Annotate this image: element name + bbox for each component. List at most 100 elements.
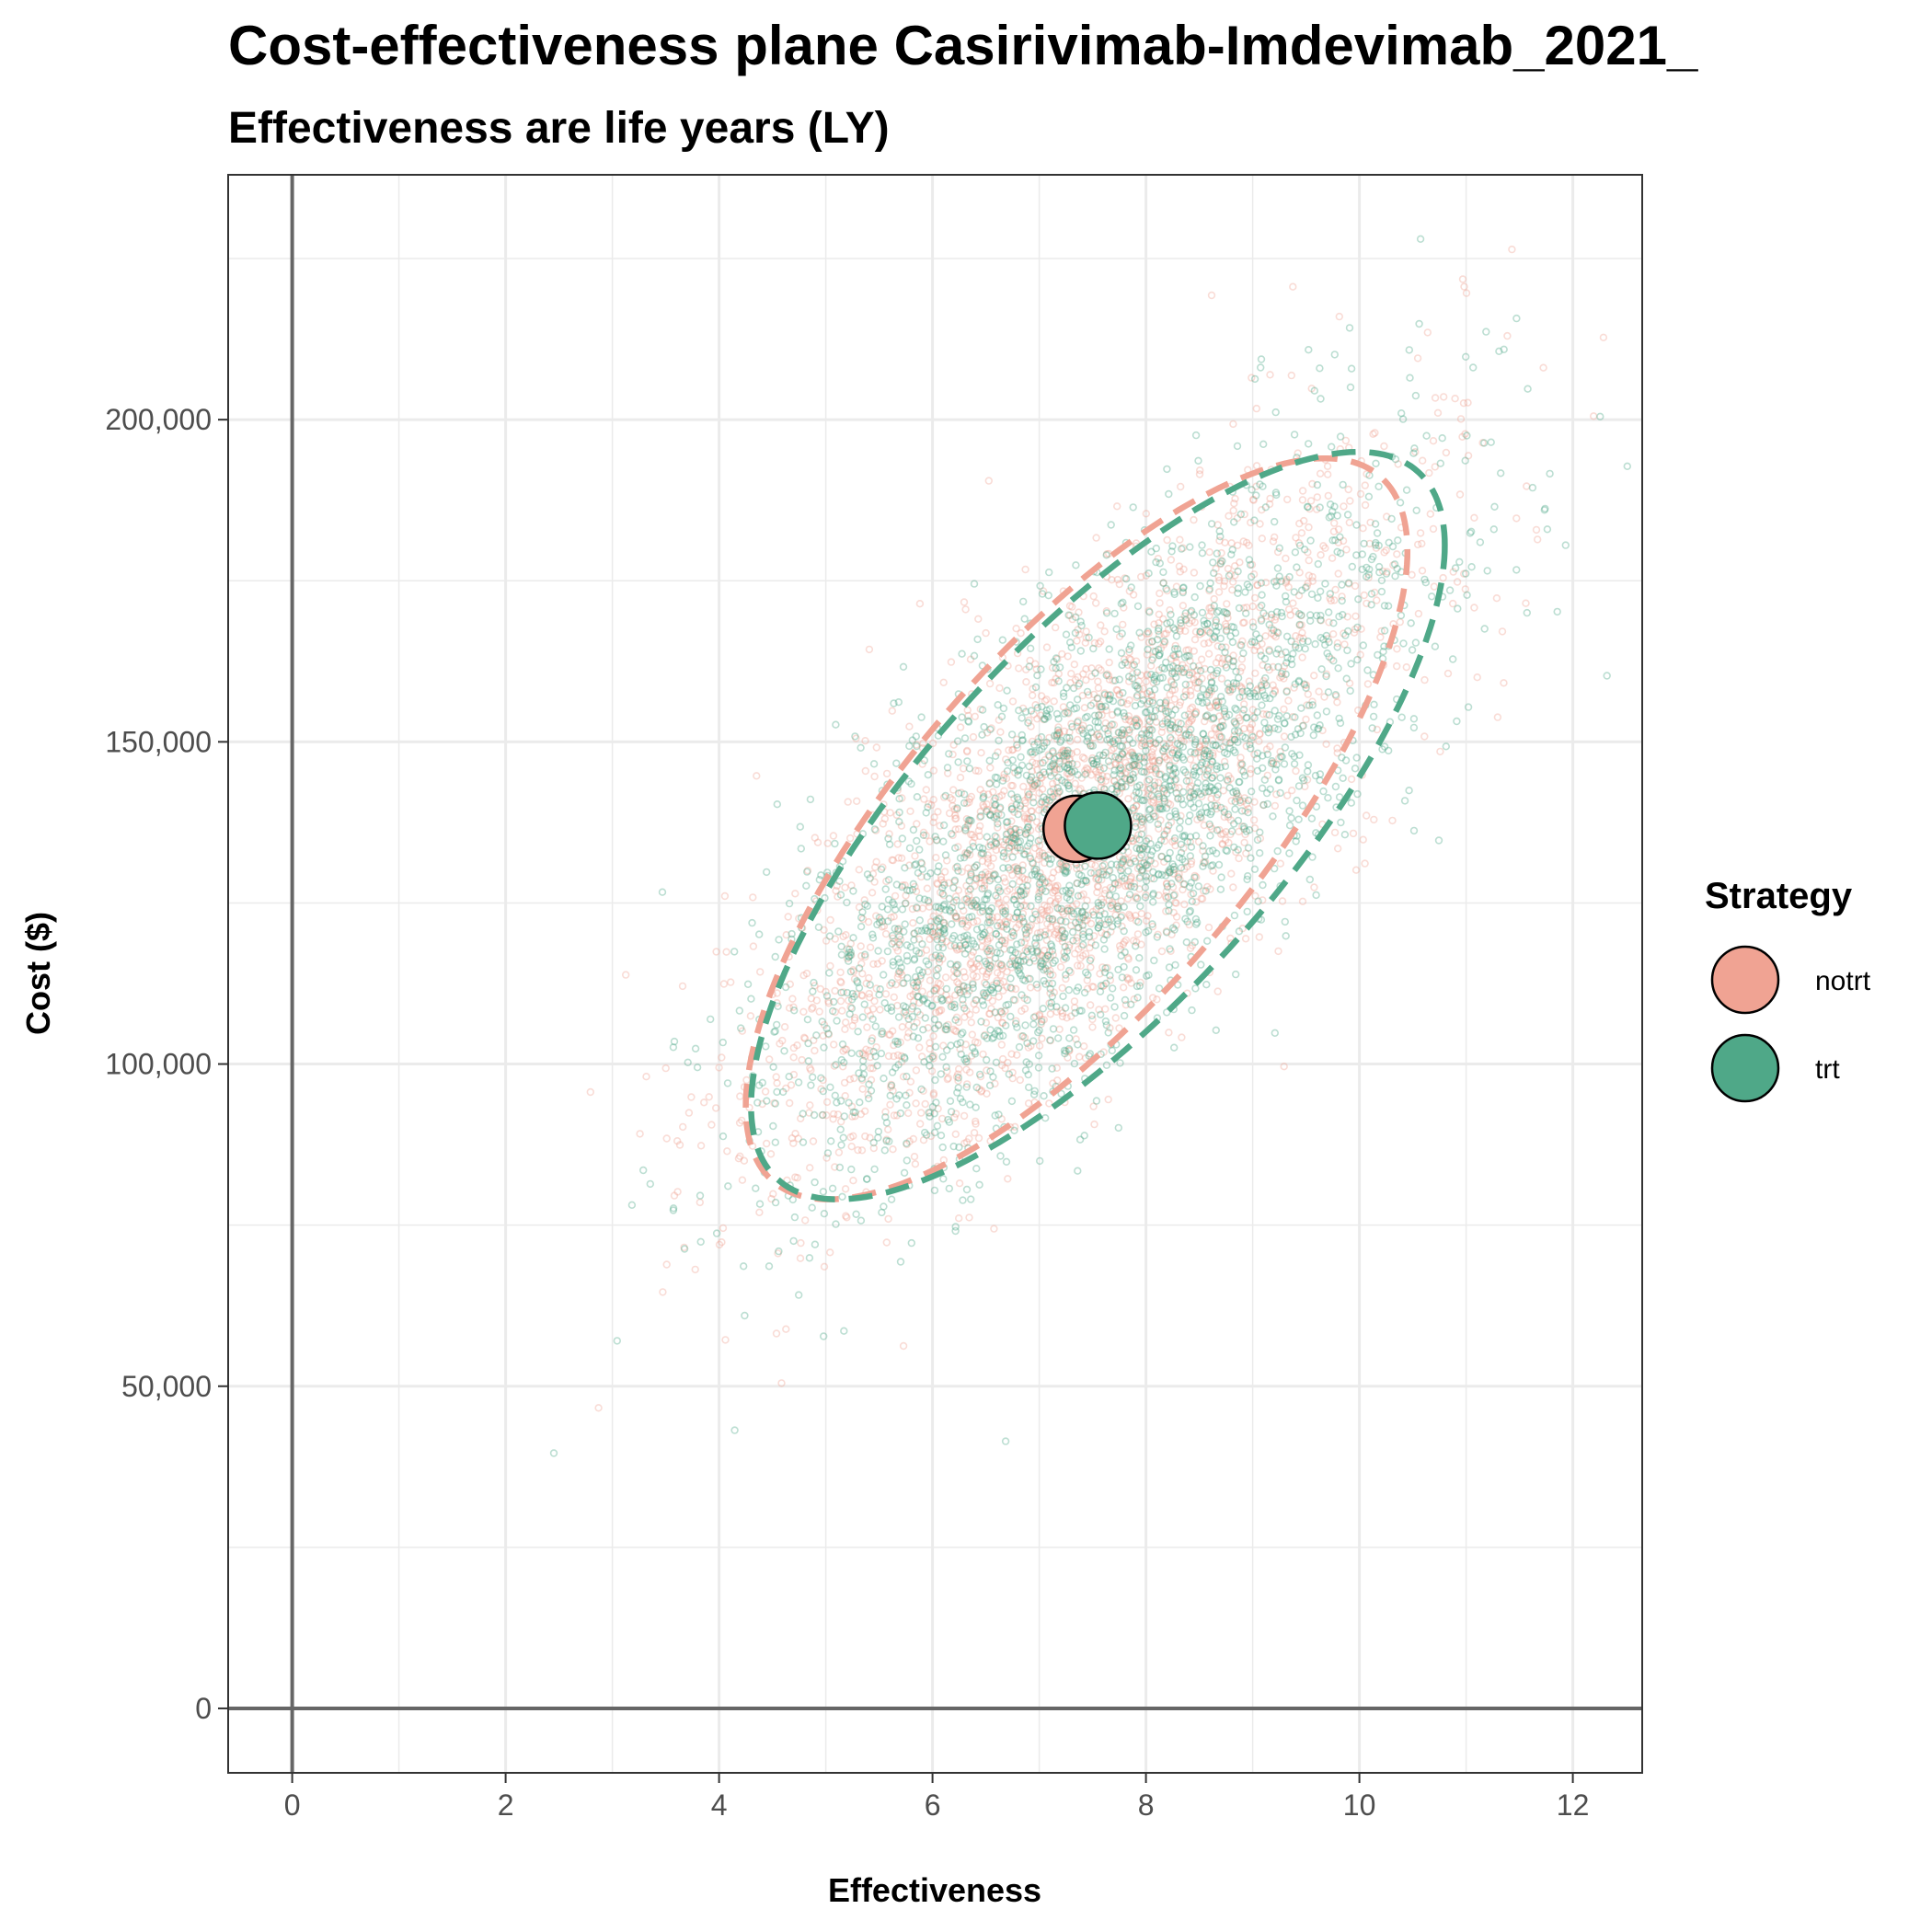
scatter-point-notrt <box>947 941 955 950</box>
scatter-point-notrt <box>1260 679 1269 687</box>
scatter-point-notrt <box>1016 805 1024 813</box>
scatter-point-notrt <box>836 1117 845 1126</box>
scatter-point-notrt <box>1199 887 1208 895</box>
scatter-point-notrt <box>1010 1122 1019 1132</box>
scatter-point-notrt <box>1256 520 1264 528</box>
scatter-point-notrt <box>1006 781 1016 790</box>
scatter-point-notrt <box>661 1064 670 1073</box>
scatter-point-notrt <box>852 990 861 998</box>
scatter-point-notrt <box>1130 718 1139 727</box>
scatter-point-notrt <box>1009 831 1018 839</box>
scatter-point-notrt <box>1007 957 1016 966</box>
scatter-point-notrt <box>941 973 950 982</box>
scatter-point-notrt <box>1050 765 1059 774</box>
scatter-point-notrt <box>1010 891 1019 901</box>
scatter-point-notrt <box>1092 534 1100 542</box>
scatter-point-notrt <box>975 1085 983 1094</box>
scatter-point-notrt <box>1026 826 1035 834</box>
scatter-point-notrt <box>1014 867 1023 876</box>
scatter-point-notrt <box>1275 753 1283 763</box>
scatter-point-notrt <box>1255 737 1263 745</box>
scatter-point-notrt <box>994 894 1002 903</box>
scatter-point-notrt <box>958 868 966 876</box>
scatter-point-notrt <box>1523 482 1531 490</box>
scatter-point-notrt <box>1231 571 1239 580</box>
scatter-point-notrt <box>1104 672 1113 680</box>
scatter-point-notrt <box>1245 677 1254 685</box>
scatter-point-notrt <box>1137 940 1145 949</box>
scatter-point-notrt <box>1304 690 1313 698</box>
scatter-point-notrt <box>1324 491 1333 500</box>
scatter-point-notrt <box>975 832 984 841</box>
scatter-point-notrt <box>1028 779 1037 788</box>
scatter-point-notrt <box>834 892 842 901</box>
scatter-point-notrt <box>1133 693 1141 702</box>
scatter-point-notrt <box>1246 640 1255 649</box>
scatter-point-notrt <box>1168 883 1178 891</box>
scatter-point-notrt <box>911 852 919 860</box>
scatter-point-notrt <box>981 873 989 881</box>
scatter-point-notrt <box>1014 949 1023 959</box>
scatter-point-notrt <box>1217 830 1225 838</box>
scatter-point-notrt <box>935 958 944 967</box>
scatter-point-notrt <box>1119 620 1127 629</box>
scatter-point-notrt <box>896 936 905 944</box>
scatter-point-notrt <box>949 898 958 906</box>
scatter-point-notrt <box>1052 886 1060 895</box>
scatter-point-notrt <box>1107 904 1116 913</box>
scatter-point-notrt <box>1238 797 1248 805</box>
scatter-point-notrt <box>877 915 885 924</box>
scatter-point-notrt <box>1111 759 1121 767</box>
scatter-point-notrt <box>882 1135 891 1144</box>
scatter-point-notrt <box>1376 633 1385 641</box>
scatter-point-notrt <box>1282 554 1290 563</box>
scatter-point-notrt <box>1061 746 1069 755</box>
scatter-point-notrt <box>1125 858 1133 867</box>
scatter-point-notrt <box>1347 775 1356 784</box>
scatter-point-notrt <box>1016 914 1024 922</box>
scatter-point-notrt <box>1101 886 1110 894</box>
scatter-point-notrt <box>1206 822 1214 831</box>
scatter-point-notrt <box>1159 794 1167 802</box>
scatter-point-notrt <box>997 922 1006 931</box>
scatter-point-notrt <box>1108 710 1117 719</box>
scatter-point-notrt <box>1257 683 1266 692</box>
scatter-point-notrt <box>989 804 998 812</box>
scatter-point-notrt <box>935 1007 943 1016</box>
scatter-point-notrt <box>1155 824 1163 833</box>
scatter-point-notrt <box>1052 883 1060 891</box>
scatter-point-notrt <box>1190 871 1200 880</box>
scatter-point-notrt <box>894 937 903 947</box>
scatter-point-notrt <box>715 1064 723 1072</box>
scatter-point-notrt <box>983 907 993 915</box>
scatter-point-notrt <box>1092 730 1101 740</box>
scatter-point-notrt <box>1115 1024 1123 1032</box>
scatter-point-notrt <box>1148 922 1157 931</box>
scatter-point-notrt <box>1132 819 1140 827</box>
scatter-point-notrt <box>1259 676 1268 685</box>
scatter-point-notrt <box>841 1018 850 1027</box>
scatter-point-notrt <box>1212 725 1221 733</box>
scatter-point-notrt <box>1033 765 1041 775</box>
scatter-point-notrt <box>993 834 1001 842</box>
scatter-point-notrt <box>995 960 1003 968</box>
scatter-point-notrt <box>1003 887 1012 895</box>
scatter-point-notrt <box>923 884 932 892</box>
scatter-point-notrt <box>1169 866 1178 874</box>
scatter-point-notrt <box>951 912 960 921</box>
scatter-point-notrt <box>1195 630 1204 638</box>
scatter-point-notrt <box>1220 709 1228 719</box>
scatter-point-notrt <box>929 1054 937 1063</box>
scatter-point-notrt <box>1191 678 1200 687</box>
scatter-point-notrt <box>1049 785 1058 793</box>
scatter-point-notrt <box>1115 580 1124 589</box>
scatter-point-notrt <box>1001 937 1009 945</box>
scatter-point-notrt <box>1303 776 1312 784</box>
scatter-point-notrt <box>1119 736 1128 744</box>
scatter-point-notrt <box>1271 613 1280 621</box>
scatter-point-notrt <box>1074 626 1082 634</box>
scatter-point-notrt <box>1104 868 1113 876</box>
scatter-point-notrt <box>1159 579 1167 587</box>
scatter-point-notrt <box>974 826 983 834</box>
scatter-point-notrt <box>670 1191 679 1200</box>
